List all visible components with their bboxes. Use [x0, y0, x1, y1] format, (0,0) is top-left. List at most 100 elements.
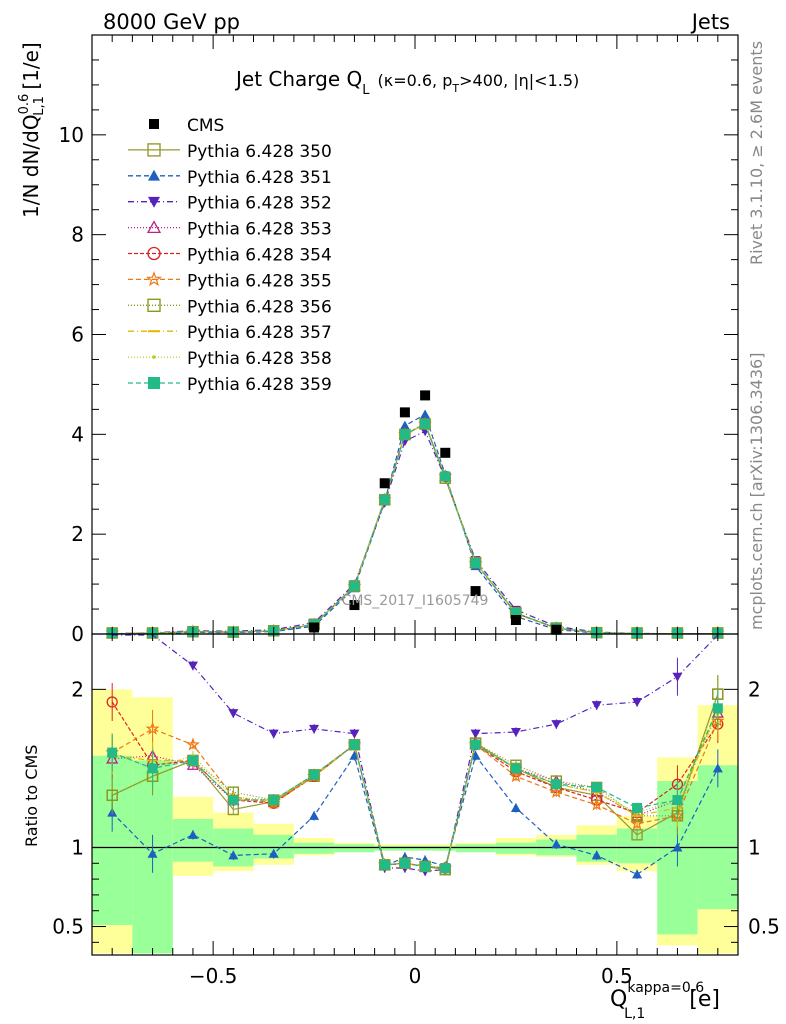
- legend-entry: Pythia 6.428 354: [128, 246, 332, 266]
- legend-marker: [148, 196, 160, 208]
- ratio-point: [186, 737, 200, 751]
- ratio-point: [470, 729, 481, 739]
- legend-entry: Pythia 6.428 355: [128, 271, 332, 291]
- ratio-point: [187, 829, 198, 839]
- y-tick-label: 8: [71, 223, 84, 247]
- ratio-point: [712, 763, 723, 773]
- ratio-point: [551, 839, 562, 849]
- ratio-point: [510, 728, 521, 738]
- legend: CMS Pythia 6.428 350 Pythia 6.428 351 Pythi…: [128, 116, 332, 395]
- ratio-point: [630, 816, 644, 830]
- ratio-point: [268, 848, 279, 858]
- green-band-bin: [334, 844, 375, 853]
- energy-label: 8000 GeV pp: [103, 10, 240, 34]
- green-band-bin: [495, 842, 537, 854]
- green-band-bin: [253, 834, 294, 859]
- green-band-bin: [394, 845, 415, 851]
- ratio-point: [349, 750, 360, 760]
- ratio-point: [509, 769, 523, 783]
- green-band-bin: [455, 844, 496, 853]
- ylabel-a: 1/N dN/dQ: [19, 114, 43, 218]
- ratio-point: [672, 842, 683, 852]
- ratio-tick-label-left: 0.5: [52, 915, 84, 939]
- title-cut-rest: >400, |η|<1.5): [459, 71, 579, 90]
- legend-marker: [147, 246, 161, 261]
- legend-label: Pythia 6.428 354: [187, 246, 332, 266]
- ratio-point: [672, 795, 683, 806]
- ratio-point: [589, 797, 604, 811]
- ratio-series: [107, 689, 723, 874]
- ratio-point: [591, 850, 602, 860]
- ratio-point: [147, 763, 158, 774]
- ratio-point: [672, 672, 683, 682]
- legend-marker: [147, 143, 161, 157]
- ratio-tick-label-right: 1: [748, 835, 761, 859]
- ratio-point: [632, 802, 643, 813]
- green-band-bin: [172, 819, 214, 862]
- x-axis-label: Qkappa=0.6 L,1 [e]: [610, 980, 720, 1022]
- ratio-point: [631, 829, 643, 841]
- mc-point: [440, 471, 451, 482]
- cms-data-point: [399, 407, 410, 418]
- ratio-tick-label-right: 2: [748, 677, 761, 701]
- legend-label: Pythia 6.428 359: [187, 375, 332, 395]
- y-tick-label: 0: [71, 622, 84, 646]
- y-tick-label: 10: [59, 123, 84, 147]
- ylabel-b: [1/e]: [19, 42, 43, 96]
- mc-point: [399, 429, 410, 440]
- legend-entry: Pythia 6.428 350: [128, 142, 332, 162]
- cms-data-point: [470, 586, 481, 597]
- process-label: Jets: [690, 10, 730, 34]
- y-tick-label: 4: [71, 422, 84, 446]
- mc-point: [420, 409, 431, 419]
- rivet-label: Rivet 3.1.10, ≥ 2.6M events: [747, 41, 766, 265]
- y-axis-label: 1/N dN/dQ0.6L,1 [1/e]: [17, 42, 47, 218]
- mc-series-line: [112, 423, 718, 635]
- ratio-point: [470, 739, 481, 750]
- ratio-point: [399, 858, 410, 869]
- ratio-point: [147, 848, 158, 858]
- green-band-bin: [293, 842, 335, 854]
- ratio-series-line: [111, 712, 719, 869]
- legend-entry: Pythia 6.428 353: [128, 220, 332, 240]
- ratio-series-line: [112, 634, 719, 872]
- legend-marker: [146, 220, 162, 234]
- ratio-point: [187, 755, 198, 766]
- ratio-series-line: [111, 708, 719, 869]
- y-tick-label: 2: [71, 522, 84, 546]
- ratio-point: [309, 724, 320, 734]
- ratio-point: [551, 720, 562, 730]
- cms-data-point: [379, 478, 390, 489]
- ratio-point: [268, 795, 279, 806]
- legend-label: Pythia 6.428 356: [187, 297, 332, 317]
- mc-point: [470, 558, 481, 569]
- ratio-point: [228, 850, 239, 860]
- legend-label: Pythia 6.428 357: [187, 323, 332, 343]
- ratio-point: [145, 721, 160, 735]
- title-main-sub: L: [362, 83, 370, 98]
- ratio-point: [309, 769, 320, 780]
- cms-data-point: [440, 447, 451, 458]
- legend-marker: [148, 377, 160, 389]
- legend-label: Pythia 6.428 350: [187, 142, 332, 162]
- legend-marker: [152, 355, 156, 359]
- legend-marker: [149, 119, 159, 129]
- ylabel-sub: L,1: [32, 96, 47, 116]
- green-band-bin: [415, 845, 436, 851]
- mc-point: [349, 581, 360, 592]
- ratio-point: [228, 795, 239, 806]
- plot-title: Jet Charge QL (κ=0.6, pT>400, |η|<1.5): [234, 67, 579, 98]
- ratio-point: [106, 789, 118, 801]
- legend-entry: Pythia 6.428 358: [128, 349, 332, 369]
- green-band-bin: [374, 845, 395, 851]
- axis-ticks: −0.5 0 0.5 0 2 4 6 8 10 0.5 0.5 1 1 2 2: [52, 35, 780, 988]
- ratio-point: [228, 709, 239, 719]
- ratio-y-axis-label: Ratio to CMS: [22, 745, 41, 847]
- xlabel-sub: L,1: [624, 1006, 645, 1022]
- mc-point: [399, 420, 410, 430]
- ratio-point: [712, 703, 723, 714]
- xlabel-b: [e]: [689, 987, 720, 1012]
- cms-data-point: [349, 600, 360, 611]
- mc-point: [379, 494, 390, 505]
- ylabel-sup: 0.6: [17, 94, 32, 115]
